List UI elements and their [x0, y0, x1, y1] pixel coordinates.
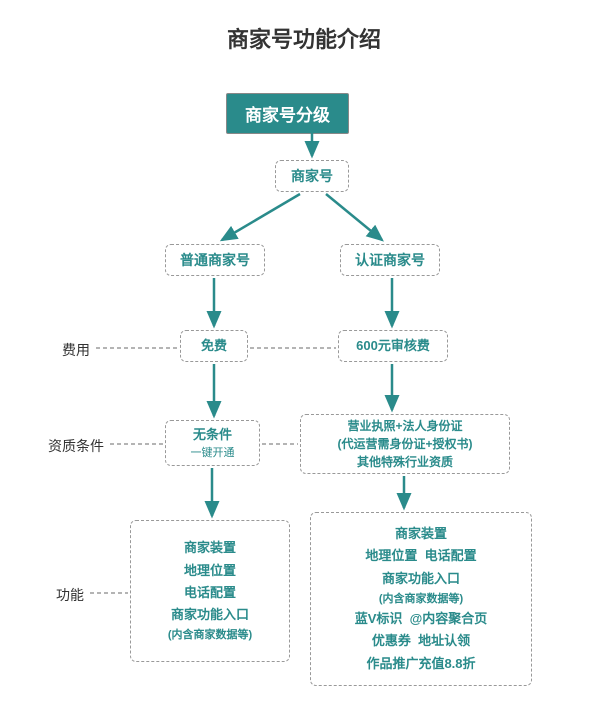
feat-right-5: 蓝V标识 @内容聚合页 — [355, 608, 488, 630]
section-badge: 商家号分级 — [226, 93, 349, 134]
feat-right-1: 商家装置 — [395, 523, 447, 545]
feat-right-7: 作品推广充值8.8折 — [366, 653, 475, 675]
node-qual-right-l3: 其他特殊行业资质 — [357, 453, 453, 471]
node-fee-left: 免费 — [180, 330, 248, 362]
node-root: 商家号 — [275, 160, 349, 192]
node-fee-left-label: 免费 — [201, 336, 227, 356]
node-root-label: 商家号 — [291, 166, 333, 187]
feat-right-6: 优惠券 地址认领 — [372, 630, 470, 652]
node-qual-right-l2: (代运营需身份证+授权书) — [337, 435, 472, 453]
node-feat-right: 商家装置 地理位置 电话配置 商家功能入口 (内含商家数据等) 蓝V标识 @内容… — [310, 512, 532, 686]
node-certified-label: 认证商家号 — [355, 250, 425, 271]
feat-right-2: 地理位置 电话配置 — [365, 545, 476, 567]
node-qual-right-l1: 营业执照+法人身份证 — [347, 417, 462, 435]
label-features: 功能 — [56, 585, 84, 605]
feat-left-4: 商家功能入口 — [171, 604, 249, 626]
feat-left-5: (内含商家数据等) — [168, 626, 252, 645]
page-title: 商家号功能介绍 — [0, 0, 608, 54]
feat-right-3: 商家功能入口 — [382, 568, 460, 590]
feat-right-4: (内含商家数据等) — [379, 590, 463, 609]
feat-left-3: 电话配置 — [184, 582, 236, 604]
label-fee: 费用 — [62, 340, 90, 360]
node-normal-label: 普通商家号 — [180, 250, 250, 271]
node-feat-left: 商家装置 地理位置 电话配置 商家功能入口 (内含商家数据等) — [130, 520, 290, 662]
feat-left-2: 地理位置 — [184, 560, 236, 582]
node-normal: 普通商家号 — [165, 244, 265, 276]
feat-left-1: 商家装置 — [184, 537, 236, 559]
node-fee-right: 600元审核费 — [338, 330, 448, 362]
node-fee-right-label: 600元审核费 — [356, 336, 430, 356]
node-certified: 认证商家号 — [340, 244, 440, 276]
node-qual-left-sub: 一键开通 — [191, 445, 235, 462]
label-qualification: 资质条件 — [48, 436, 104, 456]
node-qual-left-label: 无条件 — [193, 425, 232, 445]
node-qual-right: 营业执照+法人身份证 (代运营需身份证+授权书) 其他特殊行业资质 — [300, 414, 510, 474]
node-qual-left: 无条件 一键开通 — [165, 420, 260, 466]
